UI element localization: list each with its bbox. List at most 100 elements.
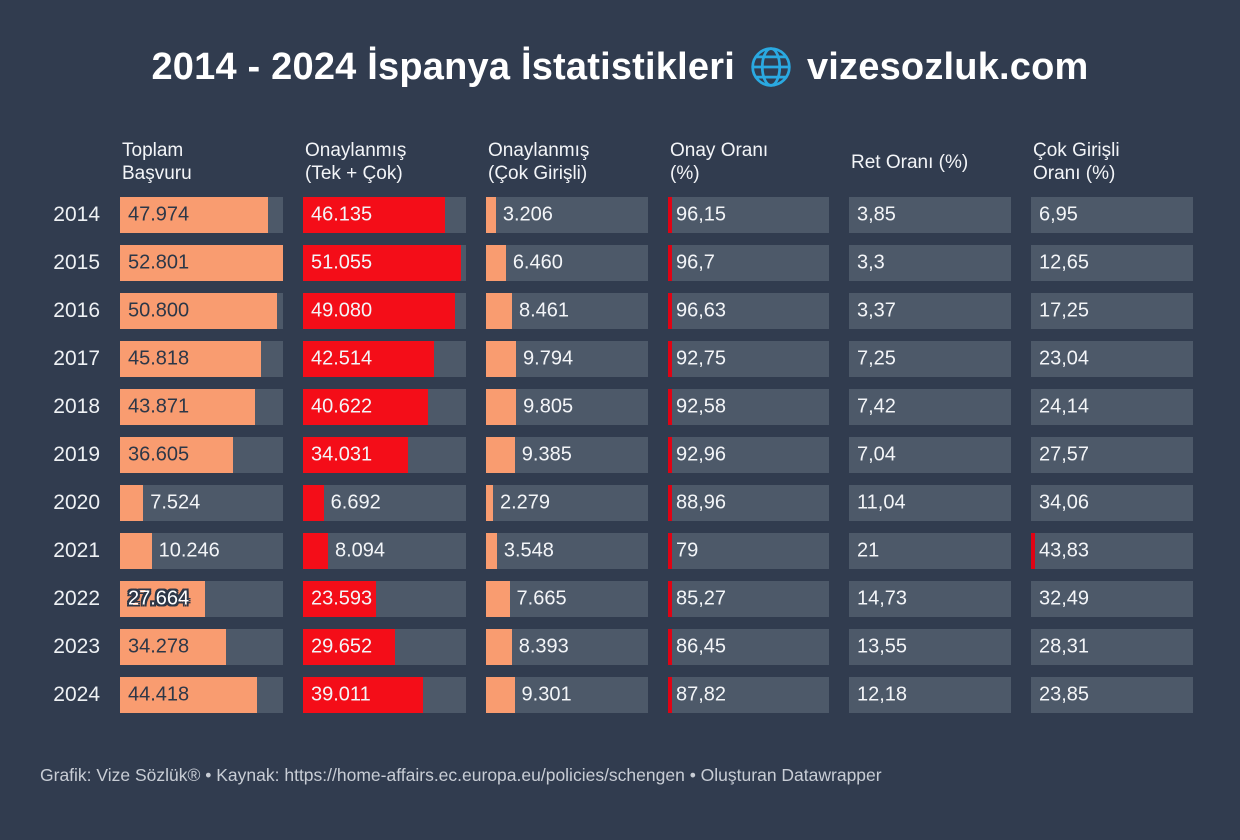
year-column-header xyxy=(40,136,100,188)
cell-value: 11,04 xyxy=(857,491,906,514)
toplam-basvuru-bar xyxy=(120,629,226,665)
cell-onaylanmis-cok-girisli: 8.393 xyxy=(486,629,648,665)
cell-onaylanmis-tek-cok: 51.055 xyxy=(303,245,466,281)
cell-value: 9.301 xyxy=(521,683,572,706)
cell-value: 3.548 xyxy=(503,539,554,562)
onaylanmis-bar xyxy=(303,341,435,377)
col-header-onay-orani: Onay Oranı (%) xyxy=(668,136,829,188)
cell-cok-girisli-orani: 23,85 xyxy=(1031,677,1193,713)
cell-onaylanmis-tek-cok: 46.135 xyxy=(303,197,466,233)
toplam-basvuru-bar xyxy=(120,485,144,521)
cell-onaylanmis-cok-girisli: 8.461 xyxy=(486,293,648,329)
cell-value: 23,04 xyxy=(1039,347,1090,370)
cell-value: 3,37 xyxy=(857,299,896,322)
cell-toplam-basvuru: 50.800 xyxy=(120,293,283,329)
cell-onaylanmis-tek-cok: 42.514 xyxy=(303,341,466,377)
onaylanmis-bar xyxy=(303,197,446,233)
row-year-label: 2019 xyxy=(53,443,100,466)
row-year-label: 2014 xyxy=(53,203,100,226)
row-year-label: 2023 xyxy=(53,635,100,658)
cell-value: 86,45 xyxy=(676,635,727,658)
cell-value: 44.418 xyxy=(128,683,190,706)
cell-onaylanmis-cok-girisli: 9.805 xyxy=(486,389,648,425)
cell-ret-orani: 7,04 xyxy=(849,437,1011,473)
cell-onaylanmis-tek-cok: 23.593 xyxy=(303,581,466,617)
cell-onaylanmis-cok-girisli: 9.385 xyxy=(486,437,648,473)
cell-cok-girisli-orani: 6,95 xyxy=(1031,197,1193,233)
cell-value: 96,7 xyxy=(676,251,715,274)
cell-toplam-basvuru: 45.818 xyxy=(120,341,283,377)
cell-value: 7,25 xyxy=(857,347,896,370)
cell-value: 46.135 xyxy=(311,203,373,226)
cell-cok-girisli-orani: 23,04 xyxy=(1031,341,1193,377)
onaylanmis-bar xyxy=(303,533,328,569)
cell-value: 17,25 xyxy=(1039,299,1090,322)
cell-onaylanmis-cok-girisli: 3.548 xyxy=(486,533,648,569)
cell-value: 85,27 xyxy=(676,587,727,610)
cok-girisli-bar xyxy=(486,245,506,281)
cell-ret-orani: 12,18 xyxy=(849,677,1011,713)
onaylanmis-bar xyxy=(303,389,429,425)
cell-value: 6.692 xyxy=(330,491,381,514)
title-text: 2014 - 2024 İspanya İstatistikleri xyxy=(151,45,735,88)
cell-value: 29.652 xyxy=(311,635,373,658)
cell-onaylanmis-tek-cok: 6.692 xyxy=(303,485,466,521)
toplam-basvuru-bar xyxy=(120,581,206,617)
cell-onaylanmis-cok-girisli: 2.279 xyxy=(486,485,648,521)
toplam-basvuru-bar xyxy=(120,533,152,569)
cell-onay-orani: 79 xyxy=(668,533,829,569)
cell-cok-girisli-orani: 28,31 xyxy=(1031,629,1193,665)
cell-cok-girisli-orani: 12,65 xyxy=(1031,245,1193,281)
cok-girisli-bar xyxy=(486,437,515,473)
cell-value: 34.278 xyxy=(128,635,190,658)
header-line: Ret Oranı (%) xyxy=(851,151,969,173)
cok-girisli-bar xyxy=(486,581,510,617)
cell-value: 42.514 xyxy=(311,347,373,370)
cell-cok-girisli-orani: 27,57 xyxy=(1031,437,1193,473)
cell-value: 27,57 xyxy=(1039,443,1090,466)
cell-value: 28,31 xyxy=(1039,635,1090,658)
col-header-onaylanmis-cok-girisli: Onaylanmış (Çok Girişli) xyxy=(486,136,648,188)
cell-value: 32,49 xyxy=(1039,587,1090,610)
cell-ret-orani: 7,25 xyxy=(849,341,1011,377)
cell-onaylanmis-tek-cok: 39.011 xyxy=(303,677,466,713)
header-line: Onaylanmış xyxy=(305,140,407,161)
onaylanmis-bar xyxy=(303,245,461,281)
cell-toplam-basvuru: 43.871 xyxy=(120,389,283,425)
row-year-label: 2015 xyxy=(53,251,100,274)
cell-value: 87,82 xyxy=(676,683,727,706)
cell-onay-orani: 88,96 xyxy=(668,485,829,521)
cell-value: 51.055 xyxy=(311,251,373,274)
cell-value: 24,14 xyxy=(1039,395,1090,418)
cell-value: 52.801 xyxy=(128,251,190,274)
col-header-onaylanmis-tek-cok: Onaylanmış (Tek + Çok) xyxy=(303,136,466,188)
cell-value: 14,73 xyxy=(857,587,908,610)
cell-value: 79 xyxy=(676,539,699,562)
cell-toplam-basvuru: 36.605 xyxy=(120,437,283,473)
toplam-basvuru-bar xyxy=(120,389,256,425)
cell-onay-orani: 92,96 xyxy=(668,437,829,473)
row-year-label: 2021 xyxy=(53,539,100,562)
header-line: Toplam xyxy=(122,140,184,161)
cell-onay-orani: 85,27 xyxy=(668,581,829,617)
onaylanmis-bar xyxy=(303,437,409,473)
cell-onaylanmis-tek-cok: 49.080 xyxy=(303,293,466,329)
row-year-label: 2022 xyxy=(53,587,100,610)
cell-onaylanmis-tek-cok: 8.094 xyxy=(303,533,466,569)
header-line: (Çok Girişli) xyxy=(488,163,588,184)
cok-girisli-bar xyxy=(486,485,493,521)
toplam-basvuru-bar xyxy=(120,341,262,377)
cell-value: 43,83 xyxy=(1039,539,1090,562)
row-year-label: 2020 xyxy=(53,491,100,514)
cell-cok-girisli-orani: 32,49 xyxy=(1031,581,1193,617)
cell-value: 40.622 xyxy=(311,395,373,418)
cell-value: 12,65 xyxy=(1039,251,1090,274)
cell-cok-girisli-orani: 34,06 xyxy=(1031,485,1193,521)
cell-value: 8.461 xyxy=(518,299,570,322)
title-site: vizesozluk.com xyxy=(806,45,1089,88)
col-header-cok-girisli-orani: Çok Girişli Oranı (%) xyxy=(1031,136,1193,188)
cell-value: 7.524 xyxy=(150,491,201,514)
cell-onaylanmis-cok-girisli: 7.665 xyxy=(486,581,648,617)
cell-ret-orani: 3,3 xyxy=(849,245,1011,281)
row-year-label: 2016 xyxy=(53,299,100,322)
